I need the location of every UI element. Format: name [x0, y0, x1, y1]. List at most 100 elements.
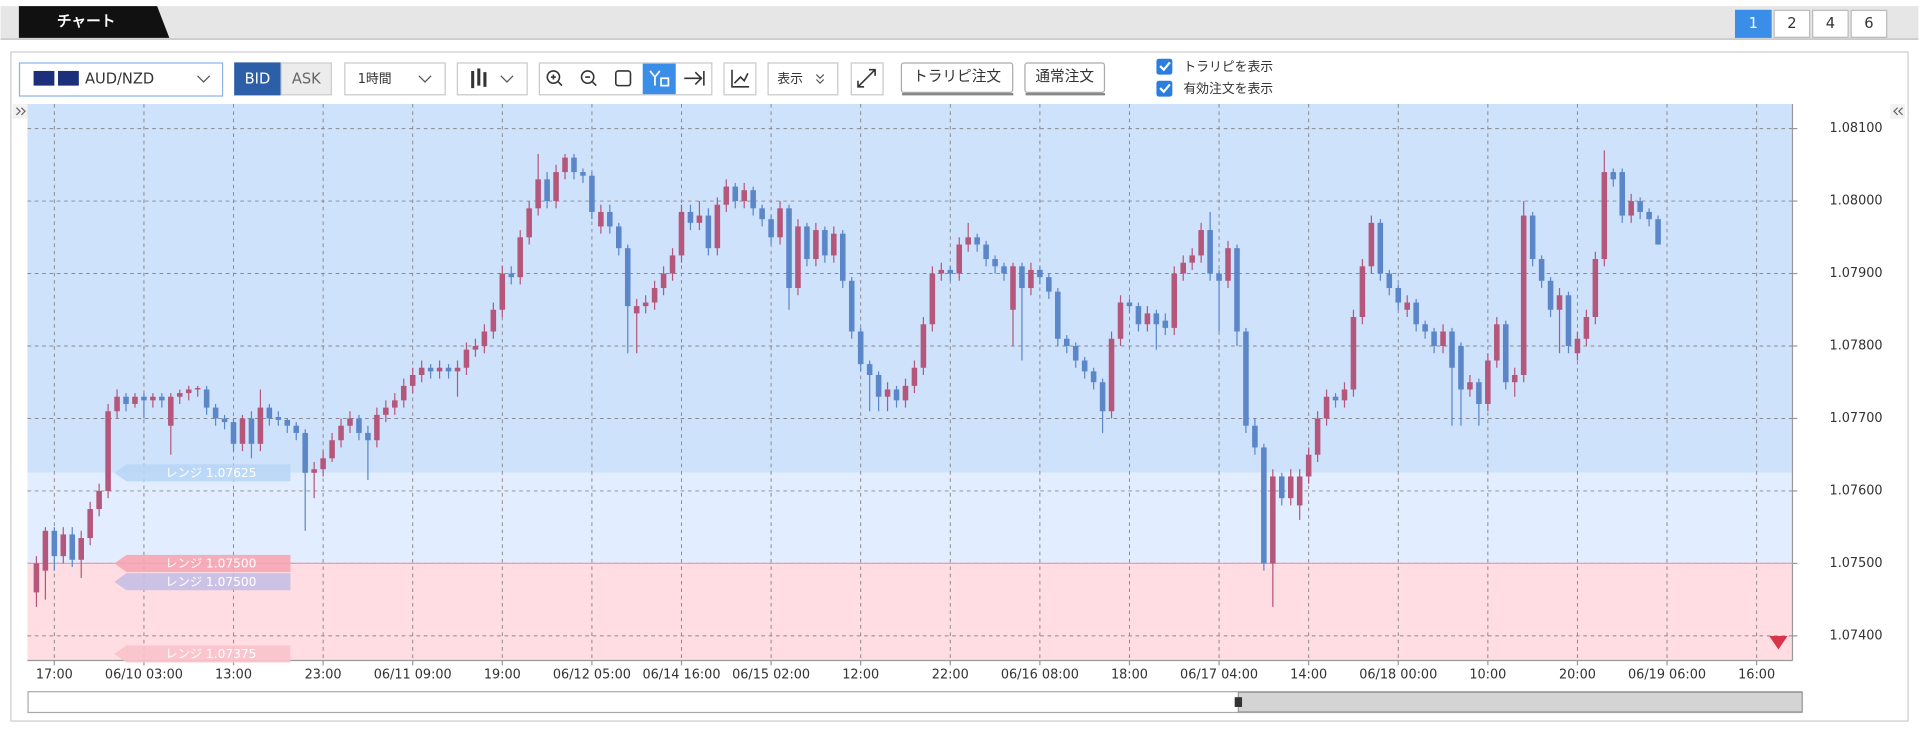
page-button[interactable] — [1734, 9, 1772, 38]
candle-body — [69, 534, 76, 560]
candle-body — [804, 226, 810, 260]
fit[interactable] — [614, 70, 632, 87]
candle-body — [696, 215, 703, 223]
candle-body — [239, 418, 246, 444]
display-select[interactable] — [767, 62, 839, 96]
candle-body — [956, 244, 963, 274]
page-number[interactable]: 2 — [1787, 15, 1796, 32]
candle-body — [1467, 382, 1473, 390]
candle-body — [1037, 269, 1043, 278]
candle-body — [203, 389, 210, 408]
candle-body — [1153, 313, 1160, 325]
candle-body — [705, 215, 712, 249]
trailing-order[interactable]: トラリピ注文 — [913, 68, 1001, 85]
candle-body — [1359, 266, 1366, 318]
zone-upper — [27, 103, 1793, 473]
page-number[interactable]: 6 — [1864, 15, 1873, 32]
zoom-in-glyph — [550, 74, 563, 87]
page-number[interactable]: 1 — [1749, 15, 1758, 32]
candle-body — [616, 226, 622, 249]
normal-order[interactable]: 通常注文 — [1035, 68, 1094, 85]
candle-body — [598, 211, 604, 227]
candle-body — [150, 396, 156, 401]
page-button[interactable] — [1812, 9, 1849, 38]
x-tick-label: 16:00 — [1738, 668, 1775, 683]
candle-body — [221, 418, 228, 423]
x-tick-label: 20:00 — [1559, 668, 1596, 683]
zoom-icons — [546, 70, 632, 87]
symbol[interactable]: AUD/NZD — [85, 71, 154, 88]
candle-body — [338, 425, 344, 441]
candle-body — [320, 458, 326, 470]
tab[interactable] — [18, 6, 170, 38]
y-tick-label: 1.07600 — [1830, 483, 1883, 498]
candle-body — [427, 367, 434, 372]
tab-title[interactable]: チャート — [57, 13, 115, 30]
candle-body — [1395, 288, 1402, 303]
bid-button[interactable] — [234, 62, 281, 96]
candle-body — [786, 208, 792, 289]
candle-body — [1314, 418, 1321, 455]
candle-body — [544, 179, 550, 202]
range-label: レンジ 1.07625 — [165, 466, 256, 480]
x-tick-label: 12:00 — [842, 668, 879, 683]
candle-body — [302, 432, 308, 473]
trailing-order-button[interactable] — [900, 62, 1014, 93]
normal-order-button[interactable] — [1024, 62, 1106, 93]
candle-body — [168, 396, 174, 426]
expand-button[interactable] — [850, 62, 884, 96]
zoom-out[interactable] — [580, 70, 595, 84]
range-label: レンジ 1.07500 — [165, 575, 256, 589]
candle-body — [499, 273, 506, 310]
candle-body — [284, 419, 291, 426]
collapse-right[interactable] — [1890, 103, 1905, 119]
y-lock[interactable] — [642, 63, 676, 95]
page-button[interactable] — [1850, 9, 1888, 38]
bid-label[interactable]: BID — [245, 71, 271, 88]
candle-body — [1099, 382, 1106, 412]
candle-body — [472, 346, 479, 350]
zoom-in[interactable] — [546, 70, 561, 84]
candle-body — [356, 418, 362, 433]
timeframe[interactable]: 1時間 — [358, 72, 392, 87]
candle-body — [87, 509, 93, 539]
indicator-glyph — [731, 69, 750, 88]
indicator-button[interactable] — [723, 62, 757, 96]
candle-body — [795, 226, 801, 289]
candle-body — [1646, 211, 1652, 220]
candle-body — [114, 396, 120, 412]
candle-body — [329, 440, 335, 459]
latest[interactable] — [684, 70, 705, 86]
candle-body — [275, 417, 282, 420]
ask-button[interactable] — [280, 62, 333, 96]
candle-body — [589, 175, 595, 212]
y-tick-label: 1.07400 — [1830, 628, 1883, 643]
candle-body — [463, 349, 470, 368]
show-active[interactable]: 有効注文を表示 — [1183, 82, 1273, 97]
candle-body — [1494, 324, 1500, 361]
y-tick-label: 1.08100 — [1830, 121, 1883, 136]
show-trailing[interactable]: トラリピを表示 — [1183, 60, 1273, 75]
scroll-handle[interactable] — [1234, 697, 1243, 707]
checkbox[interactable] — [1156, 80, 1173, 97]
checkbox[interactable] — [1156, 58, 1173, 75]
candle-body — [1565, 295, 1572, 347]
candle-body — [1547, 280, 1554, 310]
ask-label[interactable]: ASK — [292, 71, 321, 88]
x-tick-label: 19:00 — [484, 668, 521, 683]
candle-body — [1019, 266, 1025, 289]
candle-body — [159, 396, 165, 401]
display[interactable]: 表示 — [777, 72, 803, 87]
candle-body — [974, 237, 980, 245]
candle-body — [857, 331, 864, 365]
page-number[interactable]: 4 — [1826, 15, 1835, 32]
chart-type-select[interactable] — [456, 62, 528, 96]
scroll-thumb[interactable] — [1237, 691, 1803, 713]
candle-body — [1234, 248, 1240, 332]
candle-body — [454, 367, 461, 372]
candle-body — [741, 190, 747, 202]
candle-body — [624, 248, 631, 307]
check — [1159, 83, 1171, 94]
page-button[interactable] — [1773, 9, 1811, 38]
